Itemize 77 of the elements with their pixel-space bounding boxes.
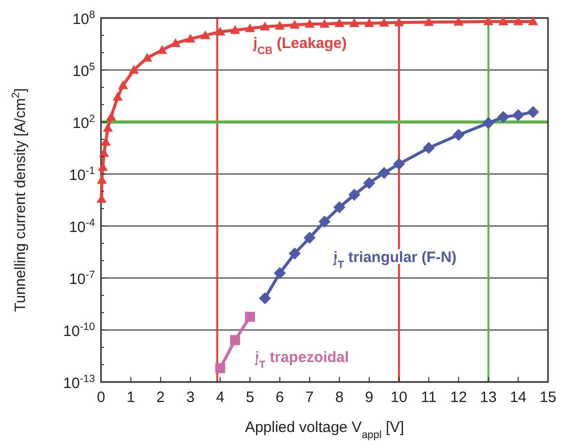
point	[497, 110, 510, 123]
point	[482, 117, 494, 130]
x-tick-label: 1	[126, 389, 135, 406]
point	[363, 177, 376, 190]
point	[245, 312, 255, 322]
point	[118, 80, 128, 90]
x-axis-title: Applied voltage V$_{appl}$ [V]	[244, 419, 404, 441]
point	[258, 292, 271, 304]
x-tick-label: 2	[156, 389, 165, 406]
point	[200, 30, 210, 40]
point	[102, 123, 113, 132]
point	[230, 25, 240, 34]
y-tick-label: 10$^{2}$	[72, 113, 96, 132]
point	[274, 267, 286, 280]
y-tick-label: 10$^{-1}$	[68, 165, 96, 184]
point	[245, 23, 255, 32]
point	[288, 247, 301, 260]
point	[170, 38, 180, 47]
series-label: j$_{CB}$ (Leakage)	[252, 35, 347, 57]
point	[394, 18, 404, 26]
point	[128, 65, 139, 74]
point	[378, 166, 390, 179]
point	[452, 128, 465, 141]
y-tick-label: 10$^{5}$	[72, 61, 96, 80]
point	[215, 26, 226, 36]
point	[142, 52, 152, 62]
x-tick-label: 11	[421, 389, 437, 406]
point	[260, 22, 270, 30]
y-tick-label: 10$^{-13}$	[63, 373, 96, 392]
x-tick-label: 12	[450, 389, 467, 406]
x-tick-label: 9	[365, 389, 374, 406]
point	[454, 16, 464, 26]
point	[100, 137, 111, 146]
y-tick-label: 10$^{-4}$	[68, 217, 96, 236]
point	[393, 158, 405, 170]
y-tick-label: 10$^{8}$	[72, 9, 96, 28]
point	[364, 18, 374, 27]
y-tick-label: 10$^{-7}$	[68, 269, 96, 288]
x-tick-label: 6	[276, 389, 284, 406]
point	[185, 34, 196, 43]
point	[106, 112, 116, 121]
x-tick-label: 3	[186, 389, 195, 406]
point	[333, 201, 346, 214]
point	[422, 142, 435, 154]
point	[318, 216, 330, 228]
point	[320, 19, 330, 28]
point	[498, 16, 508, 26]
point	[527, 106, 540, 118]
x-tick-label: 15	[540, 389, 556, 406]
point	[334, 18, 344, 27]
point	[230, 335, 240, 346]
x-tick-label: 13	[480, 389, 497, 406]
x-tick-label: 7	[305, 389, 314, 406]
point	[304, 19, 315, 28]
point	[157, 45, 168, 54]
point	[112, 92, 123, 101]
point	[348, 188, 360, 201]
point	[96, 175, 107, 184]
point	[512, 109, 524, 122]
point	[528, 16, 538, 26]
x-tick-label: 10	[390, 389, 408, 406]
point	[274, 20, 285, 30]
point	[424, 17, 434, 26]
x-tick-label: 8	[335, 389, 344, 406]
x-tick-label: 0	[96, 389, 106, 406]
point	[304, 232, 316, 244]
x-tick-label: 14	[510, 389, 527, 406]
x-tick-label: 4	[216, 389, 224, 406]
point	[513, 16, 524, 26]
point	[349, 18, 360, 27]
point	[379, 18, 390, 27]
point	[483, 16, 494, 26]
x-tick-label: 5	[246, 389, 254, 406]
point	[290, 20, 300, 29]
point	[98, 148, 109, 157]
point	[215, 363, 226, 374]
y-tick-label: 10$^{-10}$	[63, 321, 96, 340]
